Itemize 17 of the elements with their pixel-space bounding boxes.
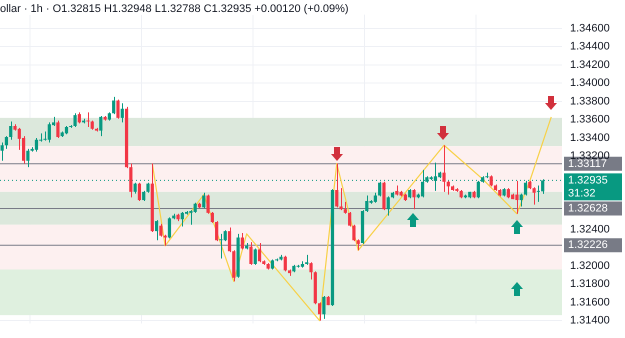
ref-line-label: 1.32628: [568, 202, 608, 214]
chart-title: ollar · 1h · O1.32815 H1.32948 L1.32788 C1.32935 +0.00120 (+0.09%): [0, 3, 349, 15]
y-tick-label: 1.31400: [570, 314, 610, 327]
y-tick-label: 1.31600: [570, 296, 610, 308]
ref-line-label: 1.32226: [568, 239, 608, 252]
y-tick-label: 1.33600: [570, 114, 610, 126]
y-tick-label: 1.33400: [570, 132, 610, 144]
y-tick-label: 1.33800: [570, 95, 610, 108]
y-tick-label: 1.34600: [570, 22, 610, 34]
text: 31:32: [568, 187, 596, 200]
y-tick-label: 1.32000: [570, 260, 610, 272]
y-tick-label: 1.32400: [570, 223, 610, 236]
y-tick-label: 1.31800: [570, 278, 610, 290]
ref-line-label: 1.32935: [568, 174, 608, 186]
y-tick-label: 1.34400: [570, 40, 610, 53]
y-tick-label: 1.34000: [570, 77, 610, 90]
y-tick-label: 1.34200: [570, 58, 610, 71]
